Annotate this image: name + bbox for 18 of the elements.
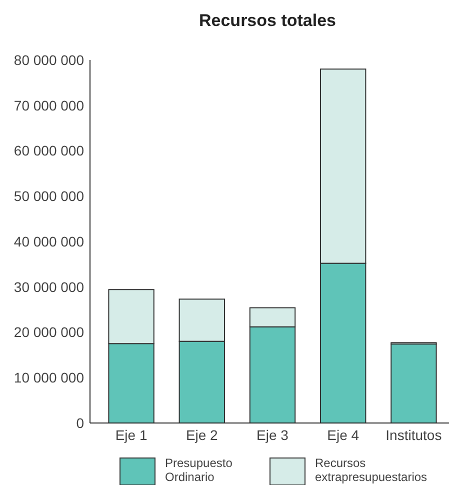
y-tick-label: 30 000 000 bbox=[14, 278, 84, 295]
y-tick-label: 50 000 000 bbox=[14, 188, 84, 204]
x-tick-label: Eje 4 bbox=[327, 427, 360, 443]
x-tick-label: Eje 3 bbox=[256, 427, 289, 443]
y-tick-label: 60 000 000 bbox=[14, 142, 84, 159]
legend-label: Presupuesto Ordinario bbox=[165, 456, 233, 484]
x-tick-label: Eje 2 bbox=[186, 427, 218, 443]
y-tick-label: 80 000 000 bbox=[14, 52, 84, 68]
chart-title: Recursos totales bbox=[199, 11, 336, 30]
y-tick-label: 70 000 000 bbox=[14, 97, 84, 114]
bar bbox=[390, 344, 437, 424]
x-tick-label: Institutos bbox=[386, 427, 442, 443]
y-tick-label: 0 bbox=[76, 414, 84, 431]
y-tick-label: 40 000 000 bbox=[14, 233, 84, 250]
y-tick-label: 20 000 000 bbox=[14, 324, 84, 340]
legend-label: Recursos extrapresupuestarios bbox=[315, 456, 428, 484]
x-tick-label: Eje 1 bbox=[115, 427, 148, 443]
y-tick-label: 10 000 000 bbox=[14, 370, 84, 386]
